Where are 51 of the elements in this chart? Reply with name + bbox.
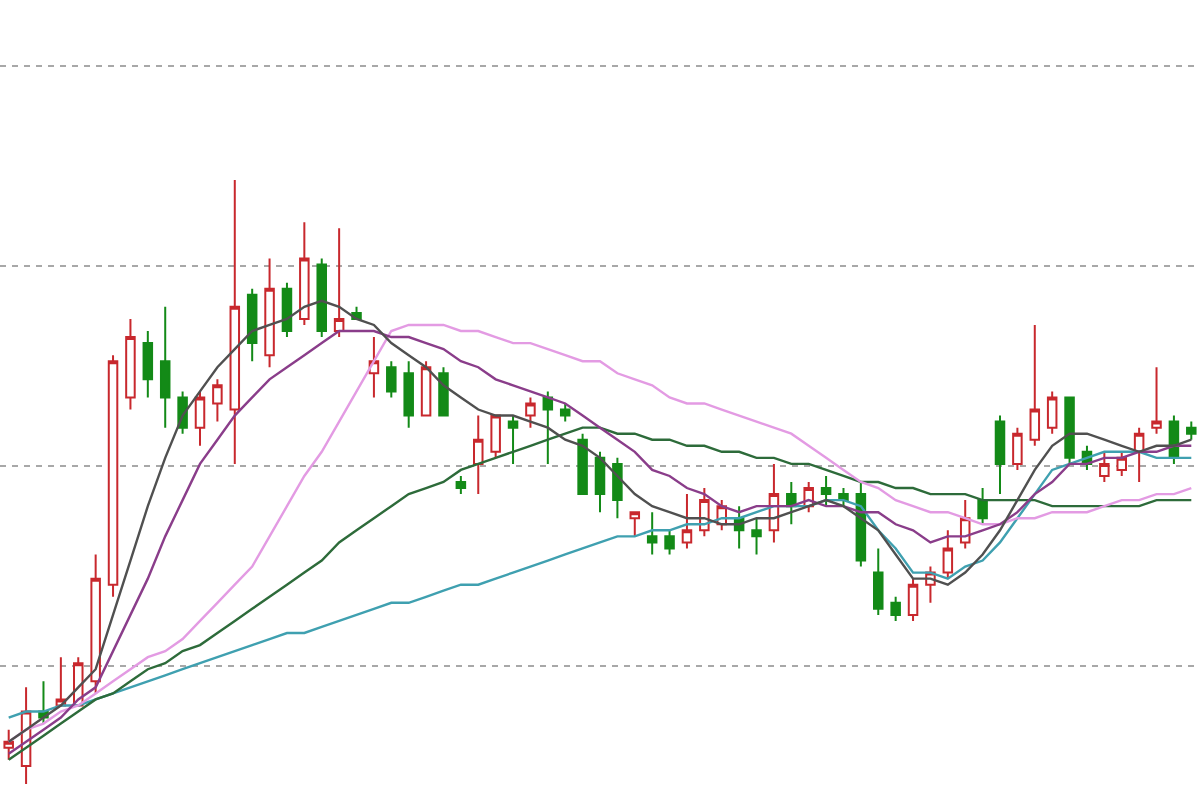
- candlestick: [125, 317, 136, 411]
- candlestick: [907, 577, 919, 622]
- candlestick: [159, 305, 171, 429]
- candlestick: [629, 511, 641, 538]
- candlestick: [1116, 450, 1127, 477]
- candlestick: [942, 529, 954, 580]
- candlestick: [455, 474, 467, 496]
- candlestick: [281, 281, 293, 339]
- candlestick: [1151, 366, 1162, 435]
- candlestick: [403, 360, 414, 429]
- candlestick: [490, 414, 501, 459]
- candlestick: [994, 414, 1006, 496]
- candlestick: [751, 517, 762, 556]
- candlestick: [1099, 450, 1110, 483]
- candlestick: [577, 432, 588, 496]
- candlestick: [107, 354, 119, 598]
- candlestick: [316, 257, 327, 339]
- candlestick: [646, 511, 658, 556]
- candlestick: [1046, 390, 1058, 435]
- candlestick: [873, 547, 884, 616]
- candlestick: [299, 221, 310, 326]
- candlestick: [1064, 396, 1075, 465]
- candlestick: [420, 360, 432, 417]
- candlestick: [768, 462, 780, 544]
- candlestick: [194, 390, 206, 447]
- candlestick: [229, 179, 241, 465]
- candlestick: [681, 493, 693, 550]
- candlestick: [542, 390, 554, 465]
- candlestick: [438, 366, 449, 417]
- candlestick: [820, 474, 832, 508]
- candlestick: [90, 553, 101, 695]
- candlestick: [977, 487, 988, 526]
- candlestick: [594, 450, 606, 514]
- candlestick: [664, 529, 675, 556]
- candlestick: [612, 456, 623, 520]
- candlestick: [212, 378, 223, 423]
- candlestick: [264, 257, 275, 369]
- candlestick: [525, 396, 536, 429]
- candlestick: [386, 360, 397, 399]
- candlestick: [1029, 323, 1041, 447]
- candlestick: [333, 227, 345, 339]
- candlestick: [559, 402, 571, 423]
- candlestick: [1186, 420, 1197, 441]
- candlestick: [246, 287, 258, 363]
- candlestick: [1012, 426, 1023, 471]
- candlestick: [142, 330, 154, 399]
- candlestick: [507, 414, 519, 465]
- candlestick: [1133, 426, 1145, 483]
- candlestick: [890, 595, 901, 622]
- candlestick: [473, 414, 484, 496]
- candlestick: [786, 481, 797, 526]
